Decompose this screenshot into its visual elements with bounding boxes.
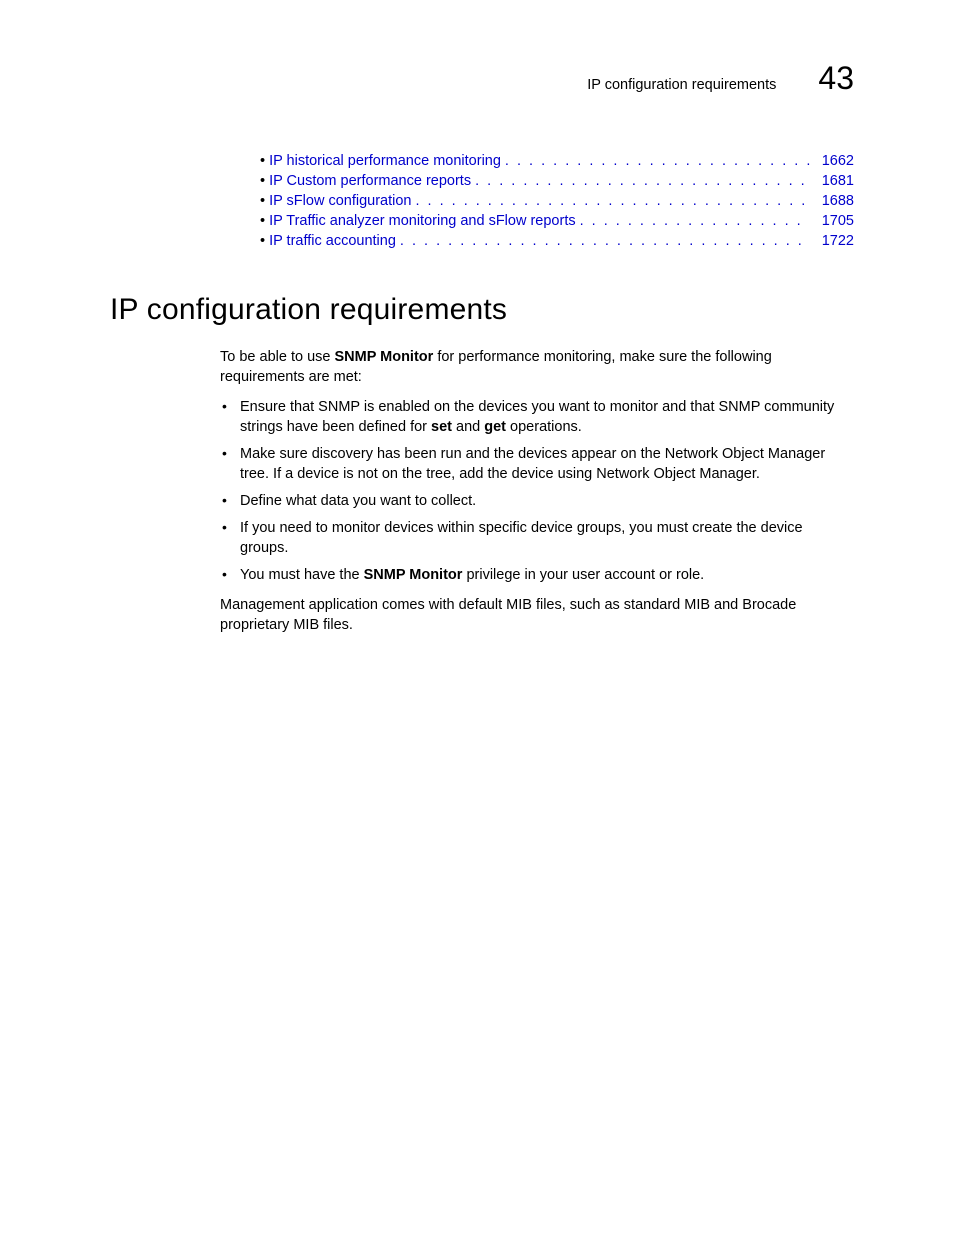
list-bold: get: [484, 419, 506, 435]
intro-text: To be able to use: [220, 349, 334, 365]
toc-link[interactable]: IP historical performance monitoring: [269, 153, 501, 169]
list-item: You must have the SNMP Monitor privilege…: [220, 565, 854, 585]
toc-page-number[interactable]: 1705: [814, 213, 854, 229]
list-text: If you need to monitor devices within sp…: [240, 520, 803, 556]
bullet-icon: •: [260, 193, 265, 209]
toc-row: • IP Custom performance reports 1681: [260, 173, 854, 189]
toc-leader: [580, 213, 810, 229]
toc-leader: [505, 153, 810, 169]
list-text: You must have the: [240, 567, 364, 583]
list-text: Define what data you want to collect.: [240, 493, 476, 509]
list-text: Make sure discovery has been run and the…: [240, 446, 825, 482]
chapter-number: 43: [818, 60, 854, 97]
list-bold: SNMP Monitor: [364, 567, 463, 583]
bullet-icon: •: [260, 213, 265, 229]
list-text: operations.: [506, 419, 582, 435]
toc-page-number[interactable]: 1722: [814, 233, 854, 249]
toc-row: • IP historical performance monitoring 1…: [260, 153, 854, 169]
list-item: Make sure discovery has been run and the…: [220, 444, 854, 484]
toc-link[interactable]: IP sFlow configuration: [269, 193, 411, 209]
bullet-icon: •: [260, 153, 265, 169]
toc-row: • IP traffic accounting 1722: [260, 233, 854, 249]
toc-link[interactable]: IP Traffic analyzer monitoring and sFlow…: [269, 213, 576, 229]
intro-bold: SNMP Monitor: [334, 349, 433, 365]
toc-link[interactable]: IP Custom performance reports: [269, 173, 471, 189]
toc-row: • IP Traffic analyzer monitoring and sFl…: [260, 213, 854, 229]
bullet-icon: •: [260, 233, 265, 249]
body-content: To be able to use SNMP Monitor for perfo…: [220, 347, 854, 635]
list-text: and: [452, 419, 484, 435]
toc-leader: [400, 233, 810, 249]
list-item: Define what data you want to collect.: [220, 491, 854, 511]
bullet-icon: •: [260, 173, 265, 189]
toc-page-number[interactable]: 1681: [814, 173, 854, 189]
toc-link[interactable]: IP traffic accounting: [269, 233, 396, 249]
page-header: IP configuration requirements 43: [110, 60, 854, 97]
table-of-contents: • IP historical performance monitoring 1…: [260, 153, 854, 249]
list-item: If you need to monitor devices within sp…: [220, 518, 854, 558]
list-text: privilege in your user account or role.: [462, 567, 704, 583]
header-title: IP configuration requirements: [587, 77, 776, 93]
toc-page-number[interactable]: 1662: [814, 153, 854, 169]
requirements-list: Ensure that SNMP is enabled on the devic…: [220, 397, 854, 585]
intro-paragraph: To be able to use SNMP Monitor for perfo…: [220, 347, 854, 387]
list-item: Ensure that SNMP is enabled on the devic…: [220, 397, 854, 437]
toc-leader: [415, 193, 810, 209]
section-heading: IP configuration requirements: [110, 293, 854, 327]
toc-row: • IP sFlow configuration 1688: [260, 193, 854, 209]
closing-paragraph: Management application comes with defaul…: [220, 595, 854, 635]
toc-leader: [475, 173, 810, 189]
toc-page-number[interactable]: 1688: [814, 193, 854, 209]
list-bold: set: [431, 419, 452, 435]
